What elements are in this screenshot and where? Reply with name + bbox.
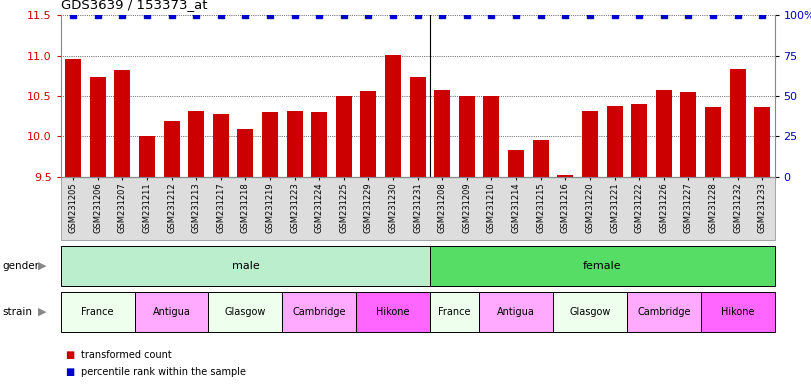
Bar bbox=[434, 89, 450, 177]
Bar bbox=[557, 175, 573, 177]
Bar bbox=[582, 111, 598, 177]
Text: Glasgow: Glasgow bbox=[225, 307, 266, 317]
Bar bbox=[631, 104, 647, 177]
Bar bbox=[410, 78, 426, 177]
Text: percentile rank within the sample: percentile rank within the sample bbox=[81, 367, 246, 377]
Bar bbox=[459, 96, 475, 177]
Text: Cambridge: Cambridge bbox=[637, 307, 690, 317]
Text: France: France bbox=[438, 307, 471, 317]
Bar bbox=[90, 77, 105, 177]
Text: Antigua: Antigua bbox=[497, 307, 535, 317]
Bar bbox=[114, 70, 131, 177]
Text: ▶: ▶ bbox=[38, 307, 46, 317]
Bar bbox=[286, 111, 303, 177]
Bar bbox=[311, 112, 327, 177]
Bar bbox=[188, 111, 204, 177]
Bar bbox=[483, 96, 500, 177]
Bar bbox=[164, 121, 179, 177]
Text: Glasgow: Glasgow bbox=[569, 307, 611, 317]
Bar bbox=[607, 106, 623, 177]
Text: France: France bbox=[81, 307, 114, 317]
Text: ▶: ▶ bbox=[38, 261, 46, 271]
Bar bbox=[754, 107, 770, 177]
Text: Antigua: Antigua bbox=[152, 307, 191, 317]
Bar bbox=[65, 59, 81, 177]
Bar bbox=[680, 92, 697, 177]
Bar bbox=[336, 96, 352, 177]
Text: ■: ■ bbox=[65, 367, 74, 377]
Text: gender: gender bbox=[2, 261, 40, 271]
Text: Hikone: Hikone bbox=[721, 307, 754, 317]
Text: male: male bbox=[231, 261, 260, 271]
Bar bbox=[385, 55, 401, 177]
Text: Hikone: Hikone bbox=[376, 307, 410, 317]
Bar bbox=[656, 89, 672, 177]
Bar bbox=[508, 150, 524, 177]
Text: female: female bbox=[583, 261, 621, 271]
Bar bbox=[533, 141, 549, 177]
Text: transformed count: transformed count bbox=[81, 350, 172, 360]
Text: GDS3639 / 153373_at: GDS3639 / 153373_at bbox=[61, 0, 208, 12]
Bar bbox=[139, 136, 155, 177]
Bar bbox=[212, 114, 229, 177]
Bar bbox=[360, 91, 376, 177]
Text: strain: strain bbox=[2, 307, 32, 317]
Text: Cambridge: Cambridge bbox=[293, 307, 346, 317]
Bar bbox=[238, 129, 253, 177]
Bar bbox=[730, 70, 745, 177]
Bar bbox=[262, 112, 278, 177]
Text: ■: ■ bbox=[65, 350, 74, 360]
Bar bbox=[705, 107, 721, 177]
